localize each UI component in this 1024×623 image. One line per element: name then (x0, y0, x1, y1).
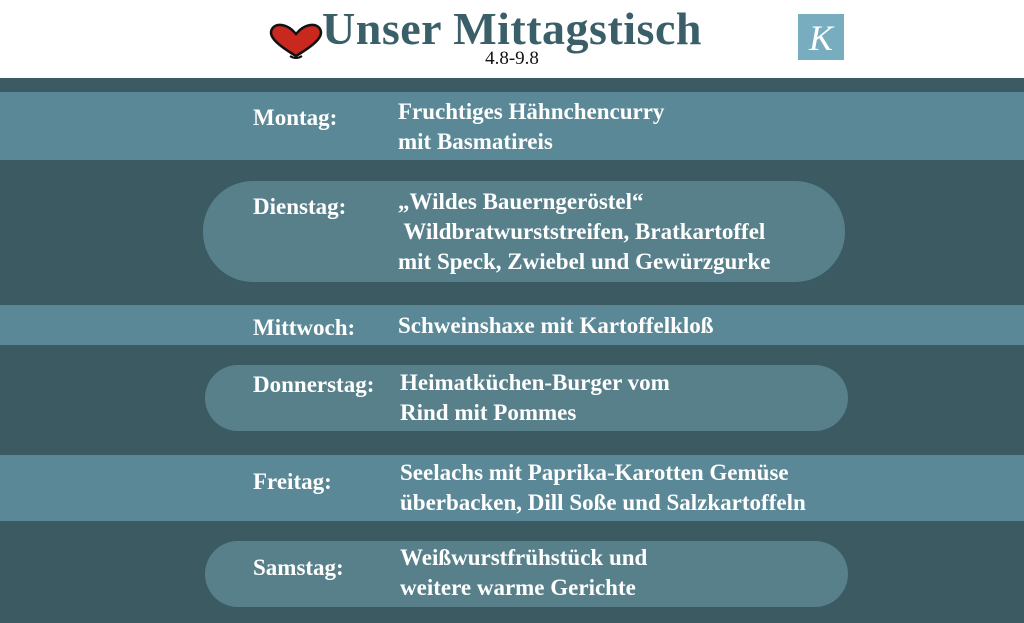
day-label: Montag: (253, 105, 338, 130)
header: Unser Mittagstisch 4.8-9.8 K (0, 0, 1024, 78)
stripe (0, 305, 1024, 345)
date-range: 4.8-9.8 (485, 48, 539, 69)
dish: Heimatküchen-Burger vom Rind mit Pommes (400, 370, 670, 425)
stripe (0, 455, 1024, 521)
dish: „Wildes Bauerngeröstel“ Wildbratwurststr… (398, 189, 771, 274)
day-label: Freitag: (253, 469, 332, 494)
pill (205, 541, 848, 607)
dish: Schweinshaxe mit Kartoffelkloß (398, 313, 714, 338)
logo: K (798, 14, 844, 60)
heart-icon (269, 23, 323, 59)
stripe (0, 92, 1024, 160)
day-label: Samstag: (253, 555, 344, 580)
pill (205, 365, 848, 431)
day-label: Dienstag: (253, 194, 347, 219)
dish: Weißwurstfrühstück und weitere warme Geri… (400, 545, 648, 600)
day-label: Donnerstag: (253, 372, 375, 397)
menu-area (0, 78, 1024, 623)
page-title: Unser Mittagstisch (322, 3, 702, 54)
dish: Fruchtiges Hähnchencurry mit Basmatireis (398, 99, 665, 154)
dish: Seelachs mit Paprika-Karotten Gemüse über… (400, 460, 806, 515)
pill (203, 181, 845, 282)
day-label: Mittwoch: (253, 315, 356, 340)
